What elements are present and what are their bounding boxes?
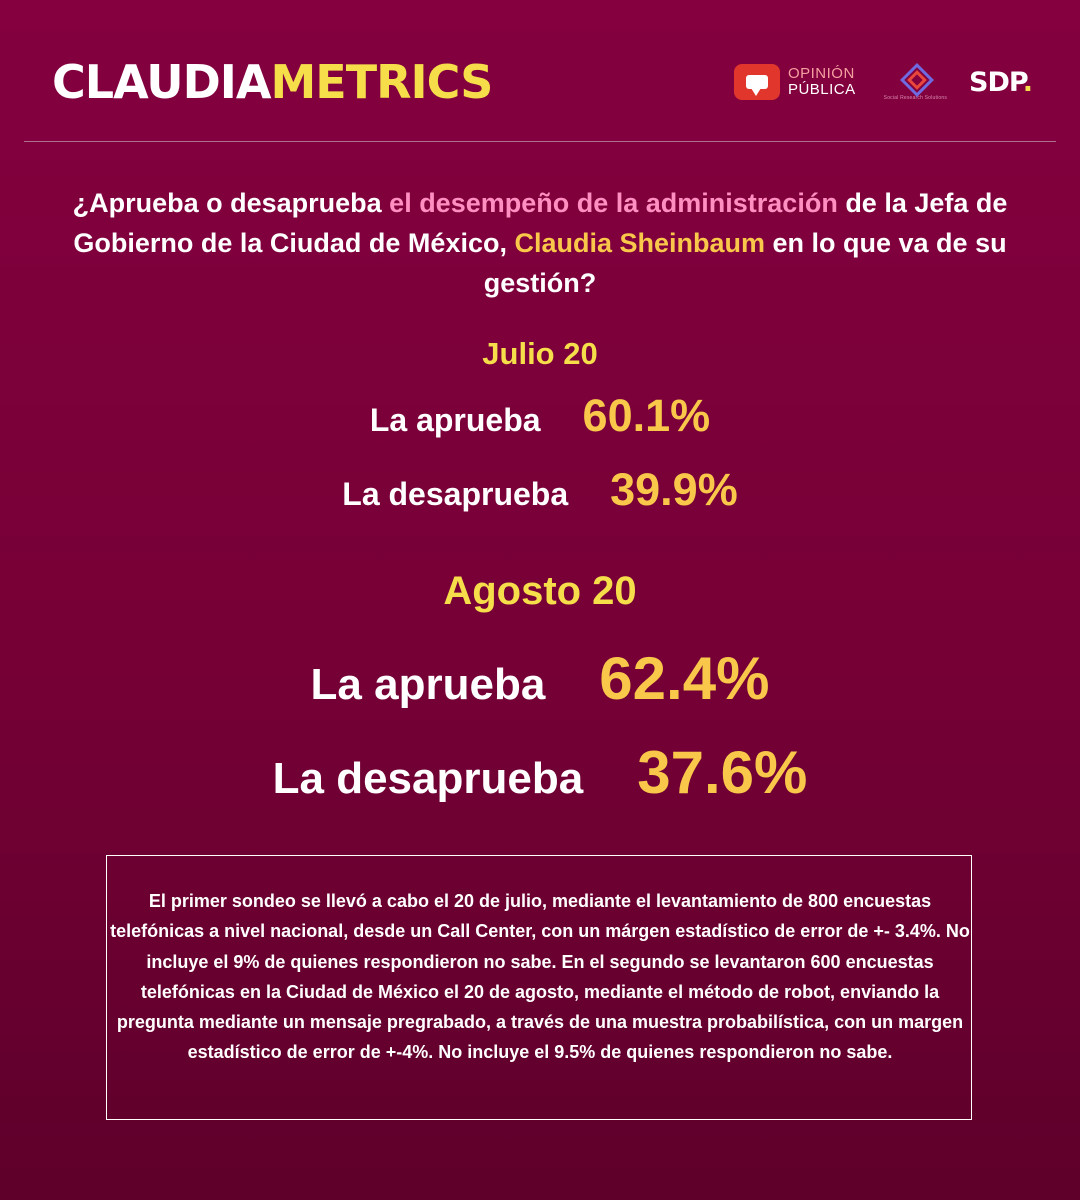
sdp-logo-text: SDP: [969, 67, 1023, 98]
agosto-approve-label: La aprueba: [311, 660, 546, 710]
brand-part2: METRICS: [271, 55, 493, 109]
header: CLAUDIAMETRICS OPINIÓN PÚBLICA Social Re…: [0, 0, 1080, 142]
social-research-logo: Social Research Solutions: [884, 63, 947, 101]
survey-question: ¿Aprueba o desaprueba el desempeño de la…: [40, 183, 1040, 303]
sdp-logo: SDP.: [969, 67, 1032, 98]
julio-disapprove-label: La desaprueba: [342, 476, 568, 513]
opinion-logo-line2: PÚBLICA: [788, 82, 856, 98]
sdp-logo-dot: .: [1023, 67, 1032, 98]
opinion-logo-line1: OPINIÓN: [788, 66, 856, 82]
brand-part1: CLAUDIA: [52, 55, 271, 109]
agosto-disapprove-value: 37.6%: [637, 738, 807, 807]
agosto-approve-row: La aprueba 62.4%: [0, 644, 1080, 713]
partner-logos: OPINIÓN PÚBLICA Social Research Solution…: [734, 60, 1032, 104]
julio-approve-value: 60.1%: [583, 390, 711, 442]
julio-approve-row: La aprueba 60.1%: [0, 390, 1080, 442]
methodology-text: El primer sondeo se llevó a cabo el 20 d…: [107, 886, 973, 1068]
julio-title: Julio 20: [0, 334, 1080, 374]
methodology-box: El primer sondeo se llevó a cabo el 20 d…: [106, 855, 972, 1120]
julio-disapprove-value: 39.9%: [610, 464, 738, 516]
question-highlight2: Claudia Sheinbaum: [514, 228, 765, 258]
header-divider: [24, 141, 1056, 142]
question-part1: ¿Aprueba o desaprueba: [73, 188, 390, 218]
brand-logo: CLAUDIAMETRICS: [52, 56, 492, 108]
agosto-approve-value: 62.4%: [599, 644, 769, 713]
julio-disapprove-row: La desaprueba 39.9%: [0, 464, 1080, 516]
agosto-disapprove-label: La desaprueba: [273, 754, 584, 804]
speech-bubble-icon: [734, 64, 780, 100]
agosto-title: Agosto 20: [0, 566, 1080, 616]
julio-approve-label: La aprueba: [370, 402, 541, 439]
agosto-disapprove-row: La desaprueba 37.6%: [0, 738, 1080, 807]
question-highlight1: el desempeño de la administración: [389, 188, 838, 218]
opinion-publica-logo: OPINIÓN PÚBLICA: [734, 64, 856, 100]
diamond-icon: [900, 63, 930, 93]
